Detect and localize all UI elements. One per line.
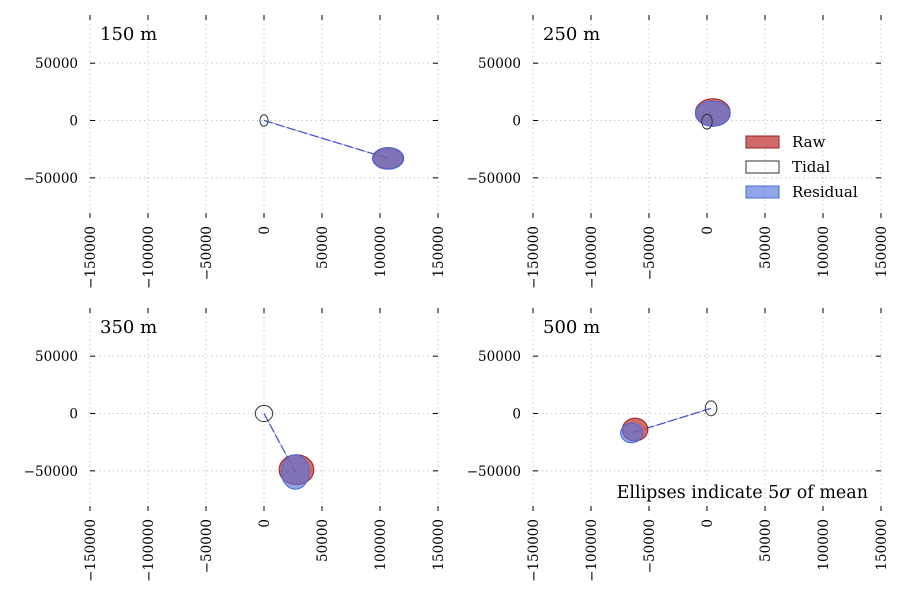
mean-vector [263, 120, 389, 159]
y-tick-label: −50000 [24, 171, 78, 187]
residual-ellipse [694, 100, 731, 127]
x-tick-label: 150000 [874, 519, 890, 571]
y-tick-label: 50000 [478, 349, 521, 365]
x-tick-label: −100000 [141, 519, 157, 582]
y-tick-label: 50000 [35, 56, 78, 72]
x-tick-label: −100000 [141, 226, 157, 289]
y-tick-label: 0 [512, 114, 521, 130]
x-tick-label: −50000 [642, 519, 658, 573]
panel-data-layer [620, 400, 718, 444]
x-tick-label: 0 [257, 519, 273, 528]
tidal-ellipse [704, 400, 718, 417]
annotation: Ellipses indicate 5σ of mean [617, 483, 868, 503]
tidal-ellipse [254, 404, 274, 423]
x-tick-label: 0 [700, 519, 716, 528]
y-tick-label: −50000 [467, 464, 521, 480]
tidal-ellipse [701, 113, 713, 130]
legend-label-residual: Residual [792, 183, 858, 201]
panel-title: 150 m [100, 24, 157, 45]
x-tick-label: 50000 [758, 226, 774, 269]
x-tick-label: −100000 [584, 519, 600, 582]
legend-swatch-tidal [745, 160, 780, 174]
legend-swatch-residual [745, 185, 780, 199]
panel-title: 350 m [100, 317, 157, 338]
x-tick-label: 0 [257, 226, 273, 235]
x-tick-label: 100000 [816, 519, 832, 571]
x-tick-label: −50000 [642, 226, 658, 280]
x-tick-label: −150000 [83, 519, 99, 582]
x-tick-label: 150000 [874, 226, 890, 278]
residual-ellipse [371, 146, 405, 170]
annotation-part: of mean [791, 483, 868, 503]
residual-ellipse [280, 454, 310, 490]
y-tick-label: 50000 [478, 56, 521, 72]
panel-title: 250 m [543, 24, 600, 45]
panel-data-layer [254, 404, 315, 490]
residual-ellipse [620, 422, 644, 444]
x-tick-label: −100000 [584, 226, 600, 289]
panel-data-layer [694, 98, 731, 130]
panel-4: −150000 −100000 −50000 0 50000 100000 150000 50… [467, 308, 890, 582]
x-tick-label: −150000 [83, 226, 99, 289]
x-tick-label: −150000 [526, 226, 542, 289]
annotation-part: Ellipses indicate 5 [617, 483, 780, 503]
x-tick-label: 100000 [373, 519, 389, 571]
y-tick-label: −50000 [24, 464, 78, 480]
x-tick-label: 150000 [431, 226, 447, 278]
y-tick-label: 0 [69, 114, 78, 130]
x-tick-label: 0 [700, 226, 716, 235]
x-tick-label: 150000 [431, 519, 447, 571]
legend-swatch-raw [745, 135, 780, 149]
x-tick-label: −150000 [526, 519, 542, 582]
legend-label-raw: Raw [792, 133, 826, 151]
panel-3: −150000 −100000 −50000 0 50000 100000 150000 50… [24, 308, 447, 582]
y-tick-label: −50000 [467, 171, 521, 187]
panel-2: −150000 −100000 −50000 0 50000 100000 150000 50… [467, 15, 890, 289]
x-tick-label: 50000 [315, 519, 331, 562]
x-tick-label: 50000 [315, 226, 331, 269]
y-tick-label: 0 [69, 407, 78, 423]
annotation-sigma: σ [779, 483, 792, 503]
panel-title: 500 m [543, 317, 600, 338]
legend-label-tidal: Tidal [792, 158, 830, 176]
tidal-ellipse [259, 114, 269, 127]
panel-1: −150000 −100000 −50000 0 50000 100000 150000 50… [24, 15, 447, 289]
panel-data-layer [259, 114, 405, 170]
x-tick-label: 100000 [816, 226, 832, 278]
legend: Raw Tidal Residual [745, 133, 858, 201]
x-tick-label: −50000 [199, 519, 215, 573]
y-tick-label: 50000 [35, 349, 78, 365]
y-tick-label: 0 [512, 407, 521, 423]
x-tick-label: 50000 [758, 519, 774, 562]
x-tick-label: 100000 [373, 226, 389, 278]
x-tick-label: −50000 [199, 226, 215, 280]
